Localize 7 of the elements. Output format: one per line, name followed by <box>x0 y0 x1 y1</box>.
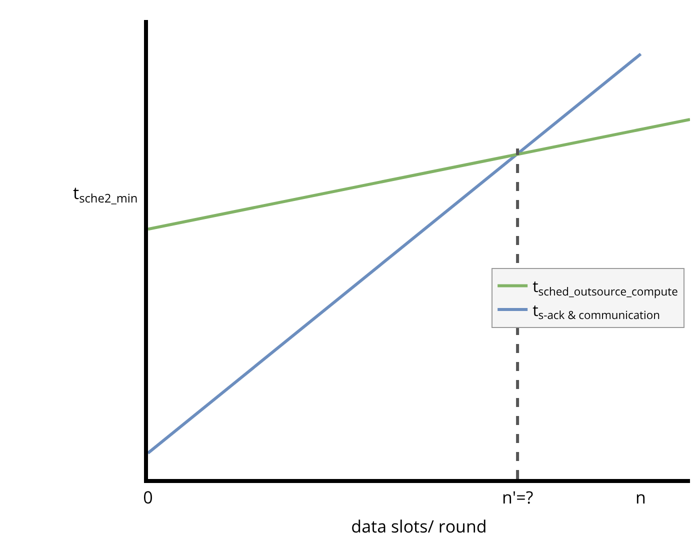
legend-label: t$_{s-ack & communication}$ <box>532 298 660 324</box>
legend-label: t$_{sched_outsource_compute}$ <box>532 275 678 300</box>
x-tick-label: 0 <box>143 485 153 508</box>
y-axis-title: t$_{sche2_min}$ <box>73 181 138 207</box>
x-tick-label: n'=? <box>502 485 534 508</box>
x-tick-label: n <box>636 485 646 508</box>
x-axis-title: data slots/ round <box>351 514 487 538</box>
